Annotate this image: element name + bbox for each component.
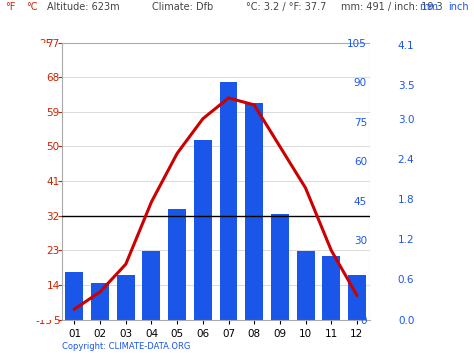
Bar (245, 103, 263, 320)
Bar (168, 209, 186, 320)
Text: °F: °F (5, 2, 15, 12)
Text: mm: mm (419, 2, 438, 12)
Bar (322, 256, 340, 320)
Bar (271, 214, 289, 320)
Text: mm: 491 / inch: 19.3: mm: 491 / inch: 19.3 (341, 2, 443, 12)
Text: Copyright: CLIMATE-DATA.ORG: Copyright: CLIMATE-DATA.ORG (62, 343, 190, 351)
Bar (348, 275, 366, 320)
Bar (91, 283, 109, 320)
Bar (297, 251, 315, 320)
Text: inch: inch (448, 2, 469, 12)
Text: °C: °C (26, 2, 37, 12)
Text: Altitude: 623m: Altitude: 623m (47, 2, 120, 12)
Bar (143, 251, 161, 320)
Bar (194, 140, 212, 320)
Text: °C: 3.2 / °F: 37.7: °C: 3.2 / °F: 37.7 (246, 2, 327, 12)
Bar (219, 82, 237, 320)
Text: Climate: Dfb: Climate: Dfb (152, 2, 213, 12)
Bar (65, 272, 83, 320)
Bar (117, 275, 135, 320)
